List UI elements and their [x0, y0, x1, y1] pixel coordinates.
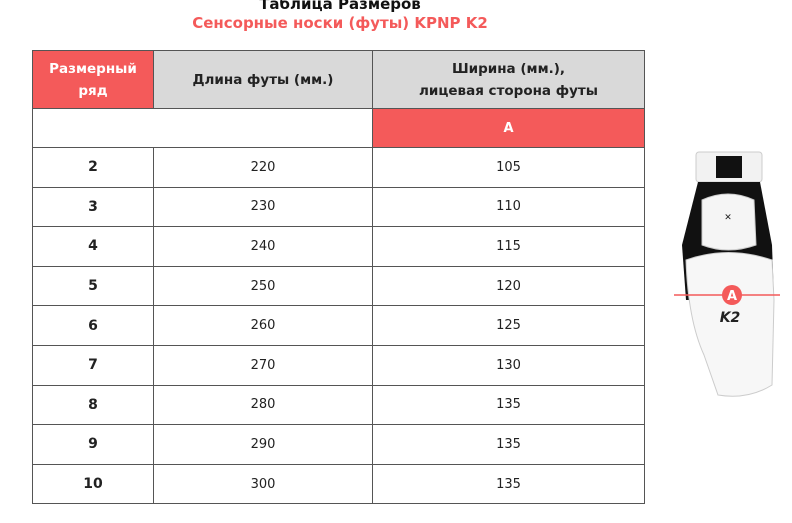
table-row: 6 260 125: [32, 305, 645, 346]
table-row: 4 240 115: [32, 226, 645, 267]
cell-length: 290: [153, 424, 373, 465]
table-row: 7 270 130: [32, 344, 645, 386]
table-row: 5 250 120: [32, 265, 645, 307]
cell-length: 240: [153, 226, 373, 267]
cell-length: 260: [153, 305, 373, 346]
main-pad: [685, 252, 775, 397]
cell-width: 120: [372, 265, 645, 307]
product-image: ✕ A K2: [674, 151, 780, 397]
cell-length: 250: [153, 265, 373, 307]
cell-width: 135: [372, 424, 645, 465]
cell-length: 280: [153, 384, 373, 426]
cell-size: 10: [32, 463, 154, 505]
cell-width: 135: [372, 384, 645, 426]
cell-length: 300: [153, 463, 373, 505]
sub-empty: [32, 108, 373, 148]
cell-size: 7: [32, 344, 154, 386]
top-pad: [701, 193, 757, 251]
model-label: K2: [720, 310, 741, 326]
cell-width: 110: [372, 186, 645, 228]
cell-length: 220: [153, 147, 373, 188]
cell-width: 105: [372, 147, 645, 188]
size-table: Размерный ряд Длина футы (мм.) Ширина (мм…: [32, 50, 645, 505]
cell-size: 5: [32, 265, 154, 307]
cell-length: 270: [153, 344, 373, 386]
table-row: 8 280 135: [32, 384, 645, 426]
cell-size: 8: [32, 384, 154, 426]
table-row: 3 230 110: [32, 186, 645, 228]
cell-size: 6: [32, 305, 154, 346]
kpnp-logo: ✕: [724, 213, 732, 223]
cell-width: 130: [372, 344, 645, 386]
cell-width: 115: [372, 226, 645, 267]
cell-size: 4: [32, 226, 154, 267]
cell-width: 135: [372, 463, 645, 505]
cell-size: 9: [32, 424, 154, 465]
table-row: 9 290 135: [32, 424, 645, 465]
page-subtitle: Сенсорные носки (футы) KPNP K2: [192, 14, 488, 32]
marker-a: A: [727, 289, 737, 304]
table-row: 10 300 135: [32, 463, 645, 505]
cell-size: 2: [32, 147, 154, 188]
page-title: Таблица Размеров: [259, 0, 421, 13]
marker-a-circle: [722, 285, 742, 305]
wt-logo: [716, 156, 742, 178]
cell-size: 3: [32, 186, 154, 228]
header-size: Размерный ряд: [32, 50, 154, 109]
cell-length: 230: [153, 186, 373, 228]
header-length: Длина футы (мм.): [153, 50, 373, 109]
cell-width: 125: [372, 305, 645, 346]
header-width: Ширина (мм.), лицевая сторона футы: [372, 50, 645, 109]
table-row: 2 220 105: [32, 147, 645, 188]
sub-label-a: A: [372, 108, 645, 148]
